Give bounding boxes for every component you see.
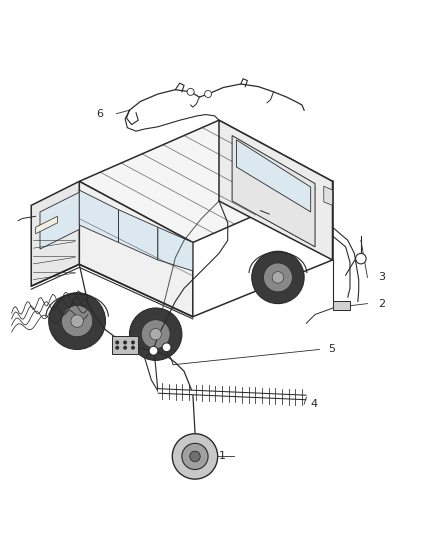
Circle shape bbox=[172, 434, 218, 479]
Circle shape bbox=[71, 315, 83, 327]
Circle shape bbox=[124, 341, 127, 344]
Circle shape bbox=[205, 91, 212, 98]
Polygon shape bbox=[119, 210, 158, 260]
Circle shape bbox=[130, 308, 182, 360]
Circle shape bbox=[356, 253, 366, 264]
Circle shape bbox=[149, 346, 158, 355]
Circle shape bbox=[182, 443, 208, 470]
Circle shape bbox=[124, 346, 127, 350]
Circle shape bbox=[150, 328, 162, 340]
Polygon shape bbox=[40, 192, 79, 249]
Circle shape bbox=[116, 341, 119, 344]
Polygon shape bbox=[333, 302, 350, 310]
Polygon shape bbox=[35, 216, 57, 234]
Text: 2: 2 bbox=[378, 298, 385, 309]
Circle shape bbox=[272, 272, 284, 283]
Polygon shape bbox=[158, 227, 193, 271]
Polygon shape bbox=[219, 120, 332, 260]
Circle shape bbox=[187, 88, 194, 95]
Text: 4: 4 bbox=[311, 399, 318, 409]
Polygon shape bbox=[324, 186, 332, 205]
Circle shape bbox=[49, 293, 106, 350]
Polygon shape bbox=[237, 140, 311, 212]
Circle shape bbox=[162, 343, 171, 352]
Circle shape bbox=[252, 251, 304, 304]
Text: 1: 1 bbox=[219, 451, 226, 462]
Polygon shape bbox=[232, 135, 315, 247]
Circle shape bbox=[116, 346, 119, 350]
Circle shape bbox=[141, 320, 170, 349]
FancyBboxPatch shape bbox=[112, 336, 138, 354]
Text: 3: 3 bbox=[378, 272, 385, 282]
Polygon shape bbox=[79, 120, 332, 243]
Text: 5: 5 bbox=[328, 344, 335, 354]
Polygon shape bbox=[79, 190, 119, 243]
Circle shape bbox=[131, 346, 135, 350]
Text: 6: 6 bbox=[96, 109, 103, 119]
Polygon shape bbox=[31, 181, 79, 286]
Circle shape bbox=[190, 451, 200, 462]
Polygon shape bbox=[79, 181, 193, 317]
Circle shape bbox=[61, 305, 93, 337]
Circle shape bbox=[264, 263, 292, 292]
Circle shape bbox=[131, 341, 135, 344]
